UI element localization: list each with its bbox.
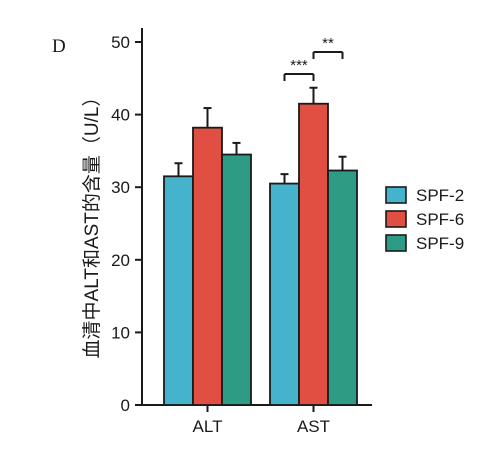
bar-alt-spf-6 [192,126,223,406]
legend-label-spf-2: SPF-2 [416,186,464,205]
bar-alt-spf-2 [163,175,194,406]
bar-ast-spf-2 [269,182,300,406]
y-tick-label-0: 0 [121,396,130,415]
legend-label-spf-9: SPF-9 [416,234,464,253]
legend: SPF-2 SPF-6 SPF-9 [385,186,464,253]
legend-swatch-spf-6 [385,210,407,228]
legend-label-spf-6: SPF-6 [416,210,464,229]
y-axis-label: 血清中ALT和AST的含量（U/L） [81,88,103,359]
legend-swatch-spf-2 [385,186,407,204]
y-tick-label-30: 30 [111,178,130,197]
bar-ast-spf-9 [327,169,358,406]
legend-swatch-spf-9 [385,234,407,252]
y-tick-label-20: 20 [111,251,130,270]
y-tick-label-50: 50 [111,33,130,52]
y-tick-label-10: 10 [111,323,130,342]
sig-bracket-spf-2-spf-6-label: *** [290,57,308,74]
y-tick-label-40: 40 [111,106,130,125]
x-tick-label-ast: AST [297,417,330,436]
bar-alt-spf-9 [221,153,252,406]
sig-bracket-spf-6-spf-9-label: ** [322,35,334,52]
x-tick-label-alt: ALT [193,417,223,436]
panel-label: D [52,36,66,57]
bar-ast-spf-6 [298,102,329,406]
